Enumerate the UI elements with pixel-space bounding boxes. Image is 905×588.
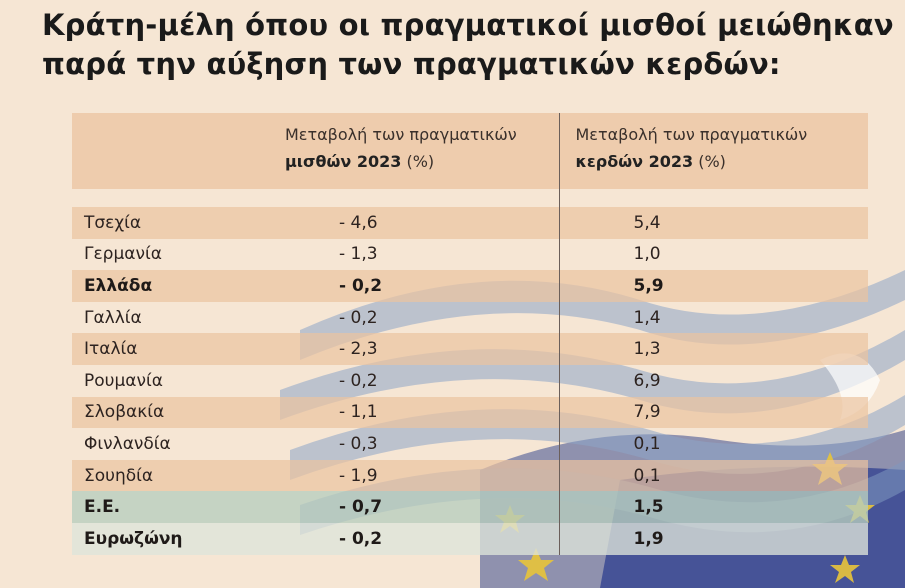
wages-cell: - 1,1 <box>271 396 559 429</box>
country-cell: Ε.Ε. <box>72 491 271 523</box>
country-cell: Γερμανία <box>84 244 162 265</box>
spacer-cell <box>558 189 868 207</box>
table-row: Τσεχία - 4,6 5,4 <box>72 207 868 239</box>
wages-cell: - 0,2 <box>339 307 378 328</box>
table-row: Ιταλία - 2,3 1,3 <box>72 333 868 365</box>
profits-cell: 0,1 <box>558 459 868 492</box>
country-cell: Σουηδία <box>72 459 271 492</box>
title-line-2: παρά την αύξηση των πραγματικών κερδών: <box>42 47 781 81</box>
country-cell: Ιταλία <box>72 333 271 365</box>
wages-cell: - 2,3 <box>271 333 559 365</box>
table-row: Γερμανία - 1,3 1,0 <box>72 238 868 271</box>
spacer-cell <box>271 189 559 207</box>
header-profits-unit: (%) <box>693 152 726 171</box>
profits-cell: 5,4 <box>558 207 868 239</box>
header-wages: Μεταβολή των πραγματικών μισθών 2023 (%) <box>271 113 559 189</box>
wages-cell: - 0,7 <box>271 491 559 523</box>
table-row: Φινλανδία - 0,3 0,1 <box>72 428 868 460</box>
country-cell: Ελλάδα <box>72 270 271 302</box>
profits-cell: 1,4 <box>558 301 868 334</box>
header-country <box>72 113 271 189</box>
profits-cell: 7,9 <box>558 396 868 429</box>
wages-cell: - 0,3 <box>339 433 378 454</box>
table-spacer-row <box>72 189 868 207</box>
table-row-eurozone: Ευρωζώνη - 0,2 1,9 <box>72 522 868 555</box>
profits-cell: 1,5 <box>558 491 868 523</box>
header-profits-line1: Μεταβολή των πραγματικών <box>575 125 808 144</box>
header-wages-line1: Μεταβολή των πραγματικών <box>285 125 517 144</box>
table-row-highlight: Ελλάδα - 0,2 5,9 <box>72 270 868 302</box>
wages-cell: - 1,3 <box>339 244 378 265</box>
spacer-cell <box>72 189 271 207</box>
wages-cell: - 1,9 <box>271 459 559 492</box>
header-wages-bold: μισθών 2023 <box>285 152 402 171</box>
wages-cell: - 0,2 <box>339 370 378 391</box>
country-cell: Σλοβακία <box>72 396 271 429</box>
page-title: Κράτη-μέλη όπου οι πραγματικοί μισθοί με… <box>42 6 894 84</box>
header-wages-line2: μισθών 2023 (%) <box>285 148 559 175</box>
wages-cell: - 0,2 <box>271 522 559 555</box>
table-row: Γαλλία - 0,2 1,4 <box>72 301 868 334</box>
header-profits-bold: κερδών 2023 <box>575 152 694 171</box>
profits-cell: 0,1 <box>558 428 868 460</box>
country-cell: Ρουμανία <box>84 370 163 391</box>
country-cell: Ευρωζώνη <box>72 522 271 555</box>
wages-cell: - 0,2 <box>271 270 559 302</box>
country-cell: Τσεχία <box>72 207 271 239</box>
table-row: Σουηδία - 1,9 0,1 <box>72 459 868 492</box>
wages-cell: - 4,6 <box>271 207 559 239</box>
profits-cell: 5,9 <box>558 270 868 302</box>
profits-cell: 1,9 <box>558 522 868 555</box>
table-row-eu: Ε.Ε. - 0,7 1,5 <box>72 491 868 523</box>
header-wages-unit: (%) <box>401 152 435 171</box>
country-cell: Φινλανδία <box>84 433 171 454</box>
table-header-row: Μεταβολή των πραγματικών μισθών 2023 (%)… <box>72 113 868 189</box>
wages-profits-table: Μεταβολή των πραγματικών μισθών 2023 (%)… <box>72 113 868 555</box>
profits-cell: 1,3 <box>558 333 868 365</box>
title-line-1: Κράτη-μέλη όπου οι πραγματικοί μισθοί με… <box>42 8 894 42</box>
table-row: Ρουμανία - 0,2 6,9 <box>72 364 868 397</box>
header-profits: Μεταβολή των πραγματικών κερδών 2023 (%) <box>558 113 869 189</box>
profits-cell: 1,0 <box>558 238 868 271</box>
country-cell: Γαλλία <box>84 307 142 328</box>
table-row: Σλοβακία - 1,1 7,9 <box>72 396 868 429</box>
profits-cell: 6,9 <box>558 364 868 397</box>
header-profits-line2: κερδών 2023 (%) <box>576 148 869 175</box>
